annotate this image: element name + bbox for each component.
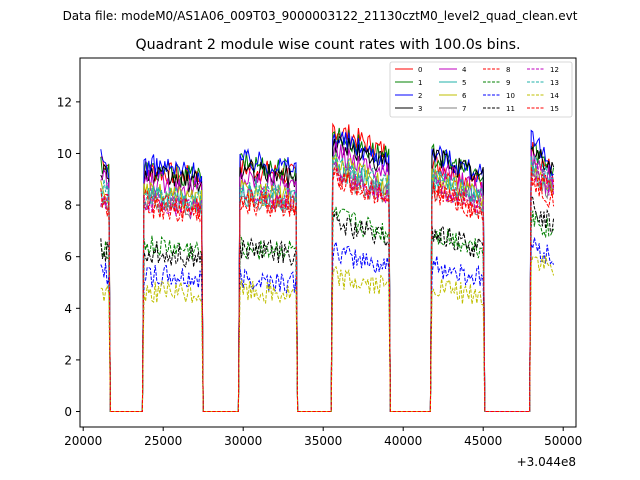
series-line-14 [100,255,555,412]
x-tick-label: 45000 [464,434,502,448]
legend-label-10: 10 [506,92,515,100]
y-tick-label: 0 [64,405,72,419]
y-tick-label: 2 [64,353,72,367]
series-line-15 [100,166,555,412]
chart-title: Quadrant 2 module wise count rates with … [135,37,520,53]
legend-frame [389,61,573,118]
legend-label-12: 12 [550,66,559,74]
y-tick-label: 8 [64,199,72,213]
x-axis-offset-label: +3.044e8 [517,455,576,469]
series-layer [100,122,555,412]
legend-label-2: 2 [418,92,422,100]
legend-label-7: 7 [462,105,466,113]
legend-label-9: 9 [506,79,510,87]
x-tick-label: 30000 [224,434,262,448]
data-file-suptitle: Data file: modeM0/AS1A06_009T03_90000031… [63,9,578,23]
y-tick-label: 4 [64,302,72,316]
legend-label-5: 5 [462,79,466,87]
legend-label-13: 13 [550,79,559,87]
x-tick-label: 25000 [144,434,182,448]
y-tick-label: 6 [64,250,72,264]
y-tick-label: 10 [57,147,72,161]
plot-frame [79,57,577,428]
x-axis: 20000 25000 30000 35000 40000 45000 50000 [64,427,582,448]
legend-label-11: 11 [506,105,515,113]
legend-label-14: 14 [550,92,559,100]
x-tick-label: 50000 [544,434,582,448]
x-tick-label: 40000 [384,434,422,448]
x-tick-label: 35000 [304,434,342,448]
y-tick-label: 12 [57,95,72,109]
legend-label-3: 3 [418,105,422,113]
legend-label-4: 4 [462,66,467,74]
x-tick-label: 20000 [64,434,102,448]
legend-label-0: 0 [418,66,422,74]
legend-label-6: 6 [462,92,467,100]
y-axis: 0 2 4 6 8 10 12 [57,95,80,419]
legend-label-1: 1 [418,79,422,87]
legend-label-15: 15 [550,105,559,113]
legend-label-8: 8 [506,66,510,74]
